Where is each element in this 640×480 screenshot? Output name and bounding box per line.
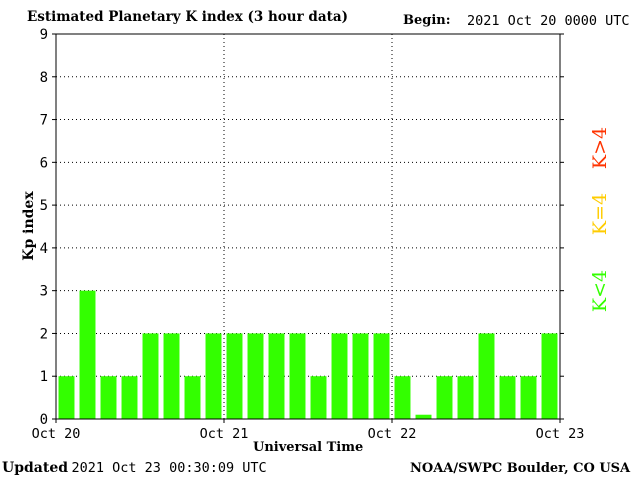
kp-bar [520,376,537,419]
kp-bar [58,376,75,419]
kp-bar [457,376,474,419]
kp-bar [163,333,180,419]
begin-label: Begin: [403,13,451,28]
x-tick-label: Oct 21 [200,426,249,442]
y-tick-label: 9 [40,27,48,43]
y-tick-label: 6 [40,155,48,171]
kp-bar [247,333,264,419]
kp-bar [100,376,117,419]
y-tick-label: 1 [40,369,48,385]
x-tick-label: Oct 23 [536,426,585,442]
kp-bar [331,333,348,419]
kp-bar [373,333,390,419]
kp-bar [142,333,159,419]
kp-bar [394,376,411,419]
footer-updated-label: Updated [2,460,69,476]
x-tick-label: Oct 22 [368,426,417,442]
y-tick-label: 2 [40,326,48,342]
kp-bar [541,333,558,419]
legend-low-label: K<4 [589,269,611,313]
y-tick-label: 4 [40,241,48,257]
kp-bar [226,333,243,419]
y-tick-label: 3 [40,284,48,300]
kp-bar [121,376,138,419]
kp-bar [478,333,495,419]
kp-bar [79,290,96,419]
y-tick-label: 7 [40,113,48,129]
kp-bar [310,376,327,419]
chart-title: Estimated Planetary K index (3 hour data… [27,9,348,25]
plot-frame [55,33,561,420]
kp-bar [436,376,453,419]
y-tick-label: 5 [40,198,48,214]
footer-updated-value: 2021 Oct 23 00:30:09 UTC [71,460,267,476]
x-axis-label: Universal Time [253,440,364,455]
kp-bar [415,414,432,419]
begin-value: 2021 Oct 20 0000 UTC [467,13,630,29]
kp-bar [268,333,285,419]
y-tick-label: 0 [40,412,48,428]
kp-bar [184,376,201,419]
footer-updated: Updated 2021 Oct 23 00:30:09 UTC [2,460,267,477]
x-tick-label: Oct 20 [32,426,81,442]
footer-source: NOAA/SWPC Boulder, CO USA [410,461,631,476]
kp-bar [205,333,222,419]
kp-bar [352,333,369,419]
legend-mid-label: K=4 [589,192,611,236]
kp-bar [289,333,306,419]
kp-bar [499,376,516,419]
y-tick-label: 8 [40,70,48,86]
y-axis-label: Kp index [21,191,37,261]
